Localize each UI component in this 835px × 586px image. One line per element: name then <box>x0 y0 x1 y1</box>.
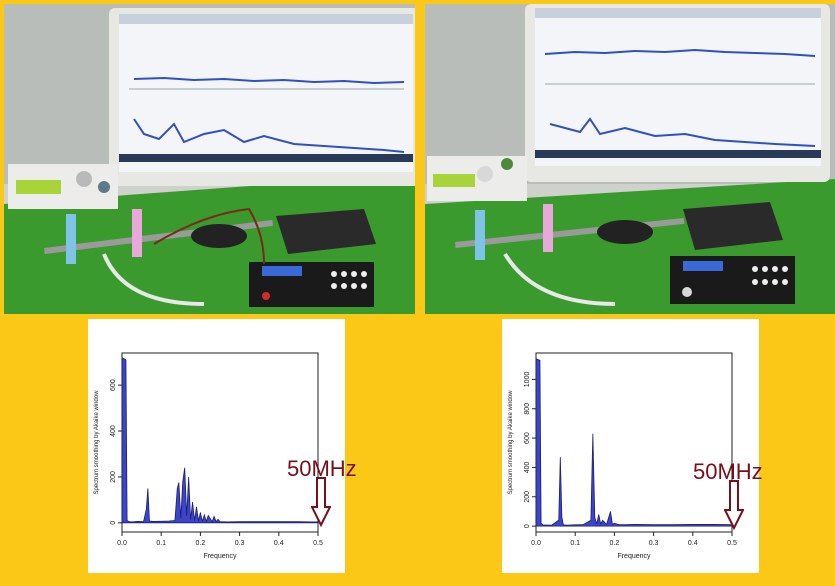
y-tick-label: 0 <box>524 524 531 528</box>
spectrum-area <box>535 358 733 527</box>
y-tick-label: 400 <box>110 425 117 437</box>
marker-label-left: 50MHz <box>287 456 357 481</box>
y-tick-label: 600 <box>110 379 117 391</box>
x-tick-label: 0.3 <box>649 540 659 547</box>
plot-frame <box>121 352 319 533</box>
x-tick-label: 0.0 <box>531 540 541 547</box>
lab-setup-photo-right <box>425 4 835 314</box>
plot-frame <box>535 352 733 533</box>
y-tick-label: 800 <box>524 403 531 415</box>
x-axis-label: Frequency <box>617 553 651 560</box>
y-tick-label: 600 <box>524 432 531 444</box>
x-tick-label: 0.4 <box>274 540 284 547</box>
x-tick-label: 0.5 <box>727 540 737 547</box>
x-tick-label: 0.0 <box>117 540 127 547</box>
y-tick-label: 1000 <box>524 372 531 388</box>
x-tick-label: 0.5 <box>313 540 323 547</box>
spectrum-chart-right: 0.0 0.1 0.2 0.3 0.4 0.5 0 200 400 600 800 1000 Frequ… <box>502 319 759 573</box>
x-tick-label: 0.1 <box>570 540 580 547</box>
y-tick-label: 400 <box>524 462 531 474</box>
x-tick-label: 0.2 <box>196 540 206 547</box>
marker-label-right: 50MHz <box>693 459 763 484</box>
down-arrow-icon-right <box>724 480 744 530</box>
x-tick-label: 0.4 <box>688 540 698 547</box>
x-tick-label: 0.3 <box>235 540 245 547</box>
y-tick-label: 0 <box>110 521 117 525</box>
spectrum-area <box>121 356 319 524</box>
y-axis-label: Spectrum smoothing by Akaike window <box>508 390 514 495</box>
down-arrow-icon-left <box>311 477 331 527</box>
x-tick-label: 0.2 <box>610 540 620 547</box>
spectrum-chart-left: 0.0 0.1 0.2 0.3 0.4 0.5 0 200 400 600 Frequency Spe… <box>88 319 345 573</box>
lab-setup-photo-left <box>4 4 415 314</box>
y-tick-label: 200 <box>110 471 117 483</box>
x-axis-label: Frequency <box>203 553 237 560</box>
y-axis-label: Spectrum smoothing by Akaike window <box>94 390 100 495</box>
y-tick-label: 200 <box>524 491 531 503</box>
x-tick-label: 0.1 <box>156 540 166 547</box>
